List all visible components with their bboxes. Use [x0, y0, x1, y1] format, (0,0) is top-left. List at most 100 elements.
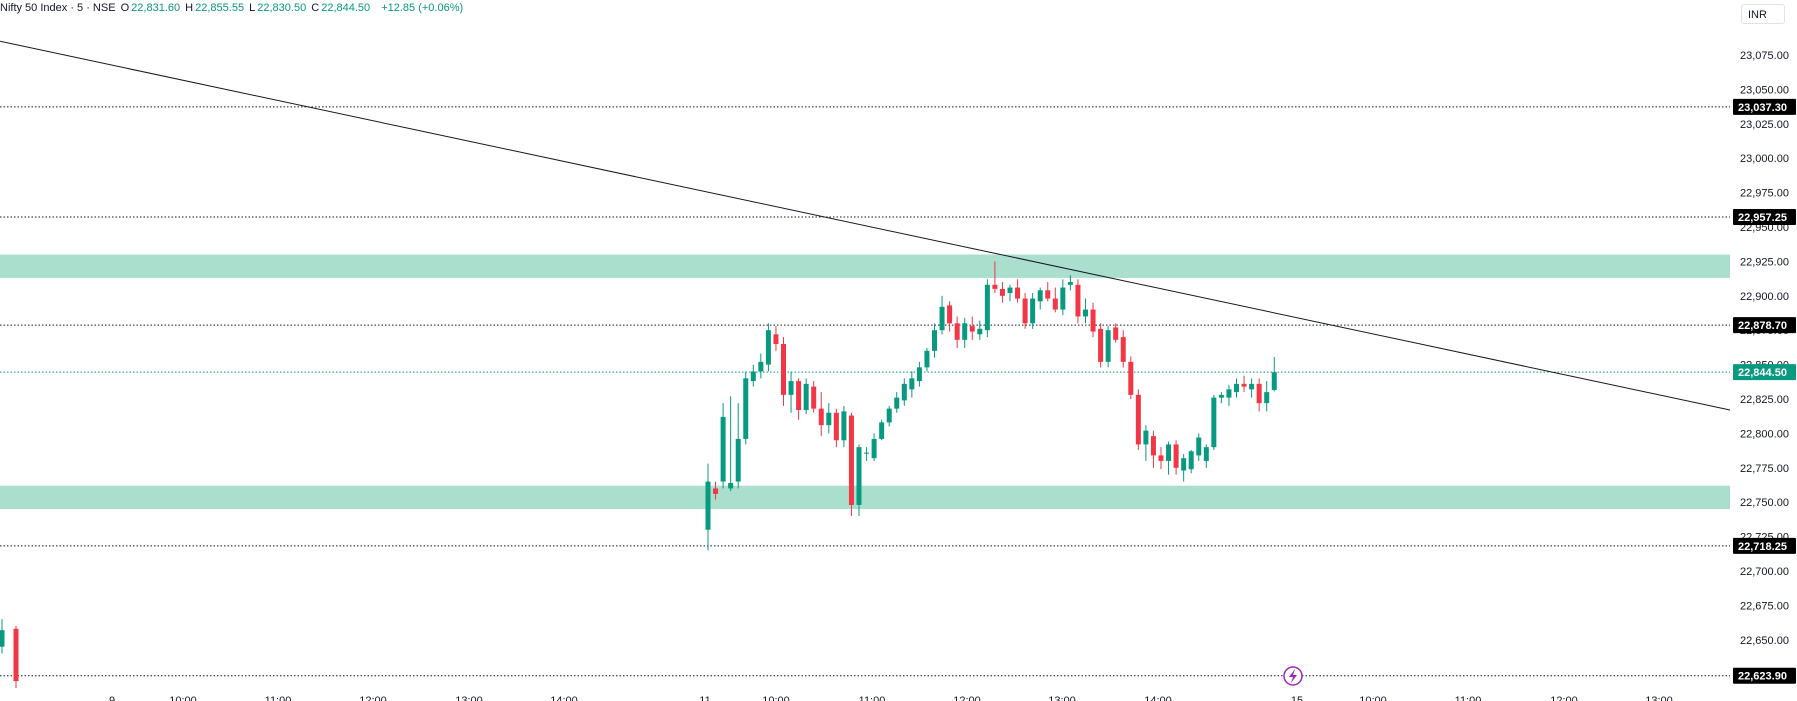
candle-body[interactable] [1083, 309, 1088, 317]
candle-body[interactable] [1090, 309, 1096, 332]
candle-body[interactable] [713, 488, 719, 494]
candle-body[interactable] [916, 367, 922, 382]
candle-body[interactable] [781, 343, 786, 395]
candle-body[interactable] [1007, 287, 1013, 294]
candle-body[interactable] [1211, 397, 1217, 448]
candle-body[interactable] [1075, 284, 1081, 317]
candle-body[interactable] [1060, 287, 1066, 310]
candle-body[interactable] [826, 412, 832, 426]
candle-body[interactable] [977, 328, 983, 335]
candle-body[interactable] [1143, 430, 1149, 445]
candle-body[interactable] [864, 452, 870, 454]
candle-body[interactable] [856, 447, 862, 505]
candle-body[interactable] [1158, 455, 1164, 461]
candle-body[interactable] [1264, 392, 1270, 404]
time-tick-label: 11 [699, 695, 710, 701]
candle-body[interactable] [909, 378, 915, 390]
candle-body[interactable] [969, 326, 975, 332]
candle-body[interactable] [1098, 328, 1104, 362]
candle-body[interactable] [758, 361, 764, 372]
candle-body[interactable] [999, 288, 1005, 296]
candle-body[interactable] [984, 284, 990, 331]
candle-body[interactable] [0, 630, 5, 647]
candle-body[interactable] [1196, 437, 1202, 456]
candle-body[interactable] [1015, 287, 1021, 299]
candle-body[interactable] [1135, 394, 1141, 445]
candle-body[interactable] [1113, 327, 1119, 340]
candle-body[interactable] [705, 481, 711, 530]
candle-body[interactable] [1105, 330, 1111, 362]
candle-body[interactable] [879, 422, 885, 439]
candle-body[interactable] [773, 334, 779, 344]
candle-body[interactable] [932, 330, 937, 351]
candle-body[interactable] [1067, 282, 1073, 285]
candle-body[interactable] [1045, 290, 1051, 299]
candle-body[interactable] [848, 415, 854, 505]
time-tick-label: 11:00 [265, 695, 292, 701]
candle-body[interactable] [886, 408, 892, 423]
candle-body[interactable] [947, 305, 953, 324]
candle-body[interactable] [1226, 389, 1232, 398]
candle-body[interactable] [1030, 298, 1036, 324]
candle-body[interactable] [1037, 290, 1043, 302]
low-value: 22,830.50 [257, 2, 307, 14]
low-label: L [249, 2, 256, 14]
candle-body[interactable] [720, 416, 726, 482]
candle-body[interactable] [962, 323, 968, 340]
candle-body[interactable] [992, 284, 998, 289]
trendline-layer[interactable] [0, 40, 1731, 411]
candle-body[interactable] [833, 412, 839, 441]
candle-body[interactable] [1022, 298, 1028, 324]
candle-body[interactable] [1166, 444, 1172, 461]
candle-body[interactable] [1256, 383, 1262, 404]
candle-body[interactable] [728, 482, 734, 489]
candle-body[interactable] [750, 371, 756, 382]
price-axis[interactable]: 23,075.00 23,050.00 23,025.00 23,000.00 22,9… [1730, 0, 1797, 701]
close-label: C [311, 2, 320, 14]
alert-icon[interactable] [1283, 666, 1303, 686]
candle-body[interactable] [1188, 451, 1194, 470]
candle-body[interactable] [871, 438, 877, 459]
currency-button[interactable]: INR [1741, 4, 1785, 24]
candle-body[interactable] [954, 323, 960, 340]
candle-body[interactable] [939, 306, 945, 331]
candles-layer[interactable] [0, 261, 1277, 688]
candle-body[interactable] [13, 628, 19, 682]
candle-body[interactable] [765, 330, 771, 365]
candle-body[interactable] [894, 397, 900, 409]
candle-body[interactable] [901, 383, 907, 401]
candle-body[interactable] [1241, 383, 1247, 387]
candle-body[interactable] [1218, 394, 1224, 398]
candle-body[interactable] [803, 383, 809, 411]
symbol-title[interactable]: Nifty 50 Index · 5 · NSE [0, 2, 116, 14]
candle-body[interactable] [796, 381, 802, 411]
demand-supply-zone[interactable] [0, 485, 1730, 510]
candle-body[interactable] [1150, 436, 1156, 456]
time-tick-label: 15 [1291, 695, 1303, 701]
candle-body[interactable] [1234, 383, 1239, 393]
candle-body[interactable] [924, 350, 930, 368]
trendline[interactable] [0, 40, 1731, 411]
time-tick-label: 12:00 [1550, 695, 1578, 701]
candle-body[interactable] [811, 386, 817, 409]
time-tick-label: 10:00 [1359, 695, 1387, 701]
demand-supply-zone[interactable] [0, 254, 1730, 278]
candle-body[interactable] [1052, 298, 1058, 310]
candle-body[interactable] [788, 381, 794, 395]
candle-body[interactable] [735, 438, 741, 482]
time-axis[interactable]: 9 10:00 11:00 12:00 13:00 14:00 11 10:00 11:00 12… [109, 695, 1673, 701]
price-tick-label: 23,050.00 [1740, 84, 1789, 96]
candle-body[interactable] [1203, 447, 1209, 461]
candle-body[interactable] [1181, 458, 1187, 471]
candle-body[interactable] [743, 378, 749, 439]
candle-body[interactable] [1249, 383, 1255, 390]
candle-body[interactable] [818, 408, 824, 426]
candle-body[interactable] [1173, 444, 1179, 468]
candle-body[interactable] [841, 411, 847, 441]
price-level-tag [1733, 317, 1796, 334]
price-level-tag-label: 22,878.70 [1738, 320, 1787, 332]
candle-body[interactable] [1271, 372, 1277, 390]
candle-body[interactable] [1120, 337, 1126, 362]
candle-body[interactable] [1128, 361, 1134, 395]
